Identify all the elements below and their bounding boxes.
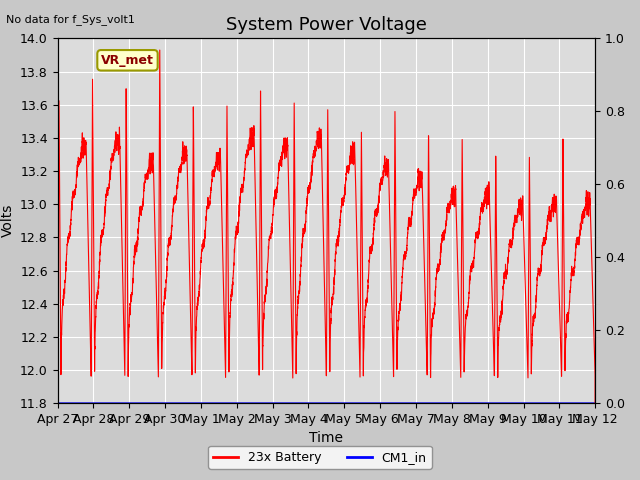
Title: System Power Voltage: System Power Voltage [226,16,427,34]
Y-axis label: Volts: Volts [1,204,15,238]
Text: VR_met: VR_met [101,54,154,67]
X-axis label: Time: Time [309,432,344,445]
Text: No data for f_Sys_volt1: No data for f_Sys_volt1 [6,14,135,25]
Legend: 23x Battery, CM1_in: 23x Battery, CM1_in [208,446,432,469]
